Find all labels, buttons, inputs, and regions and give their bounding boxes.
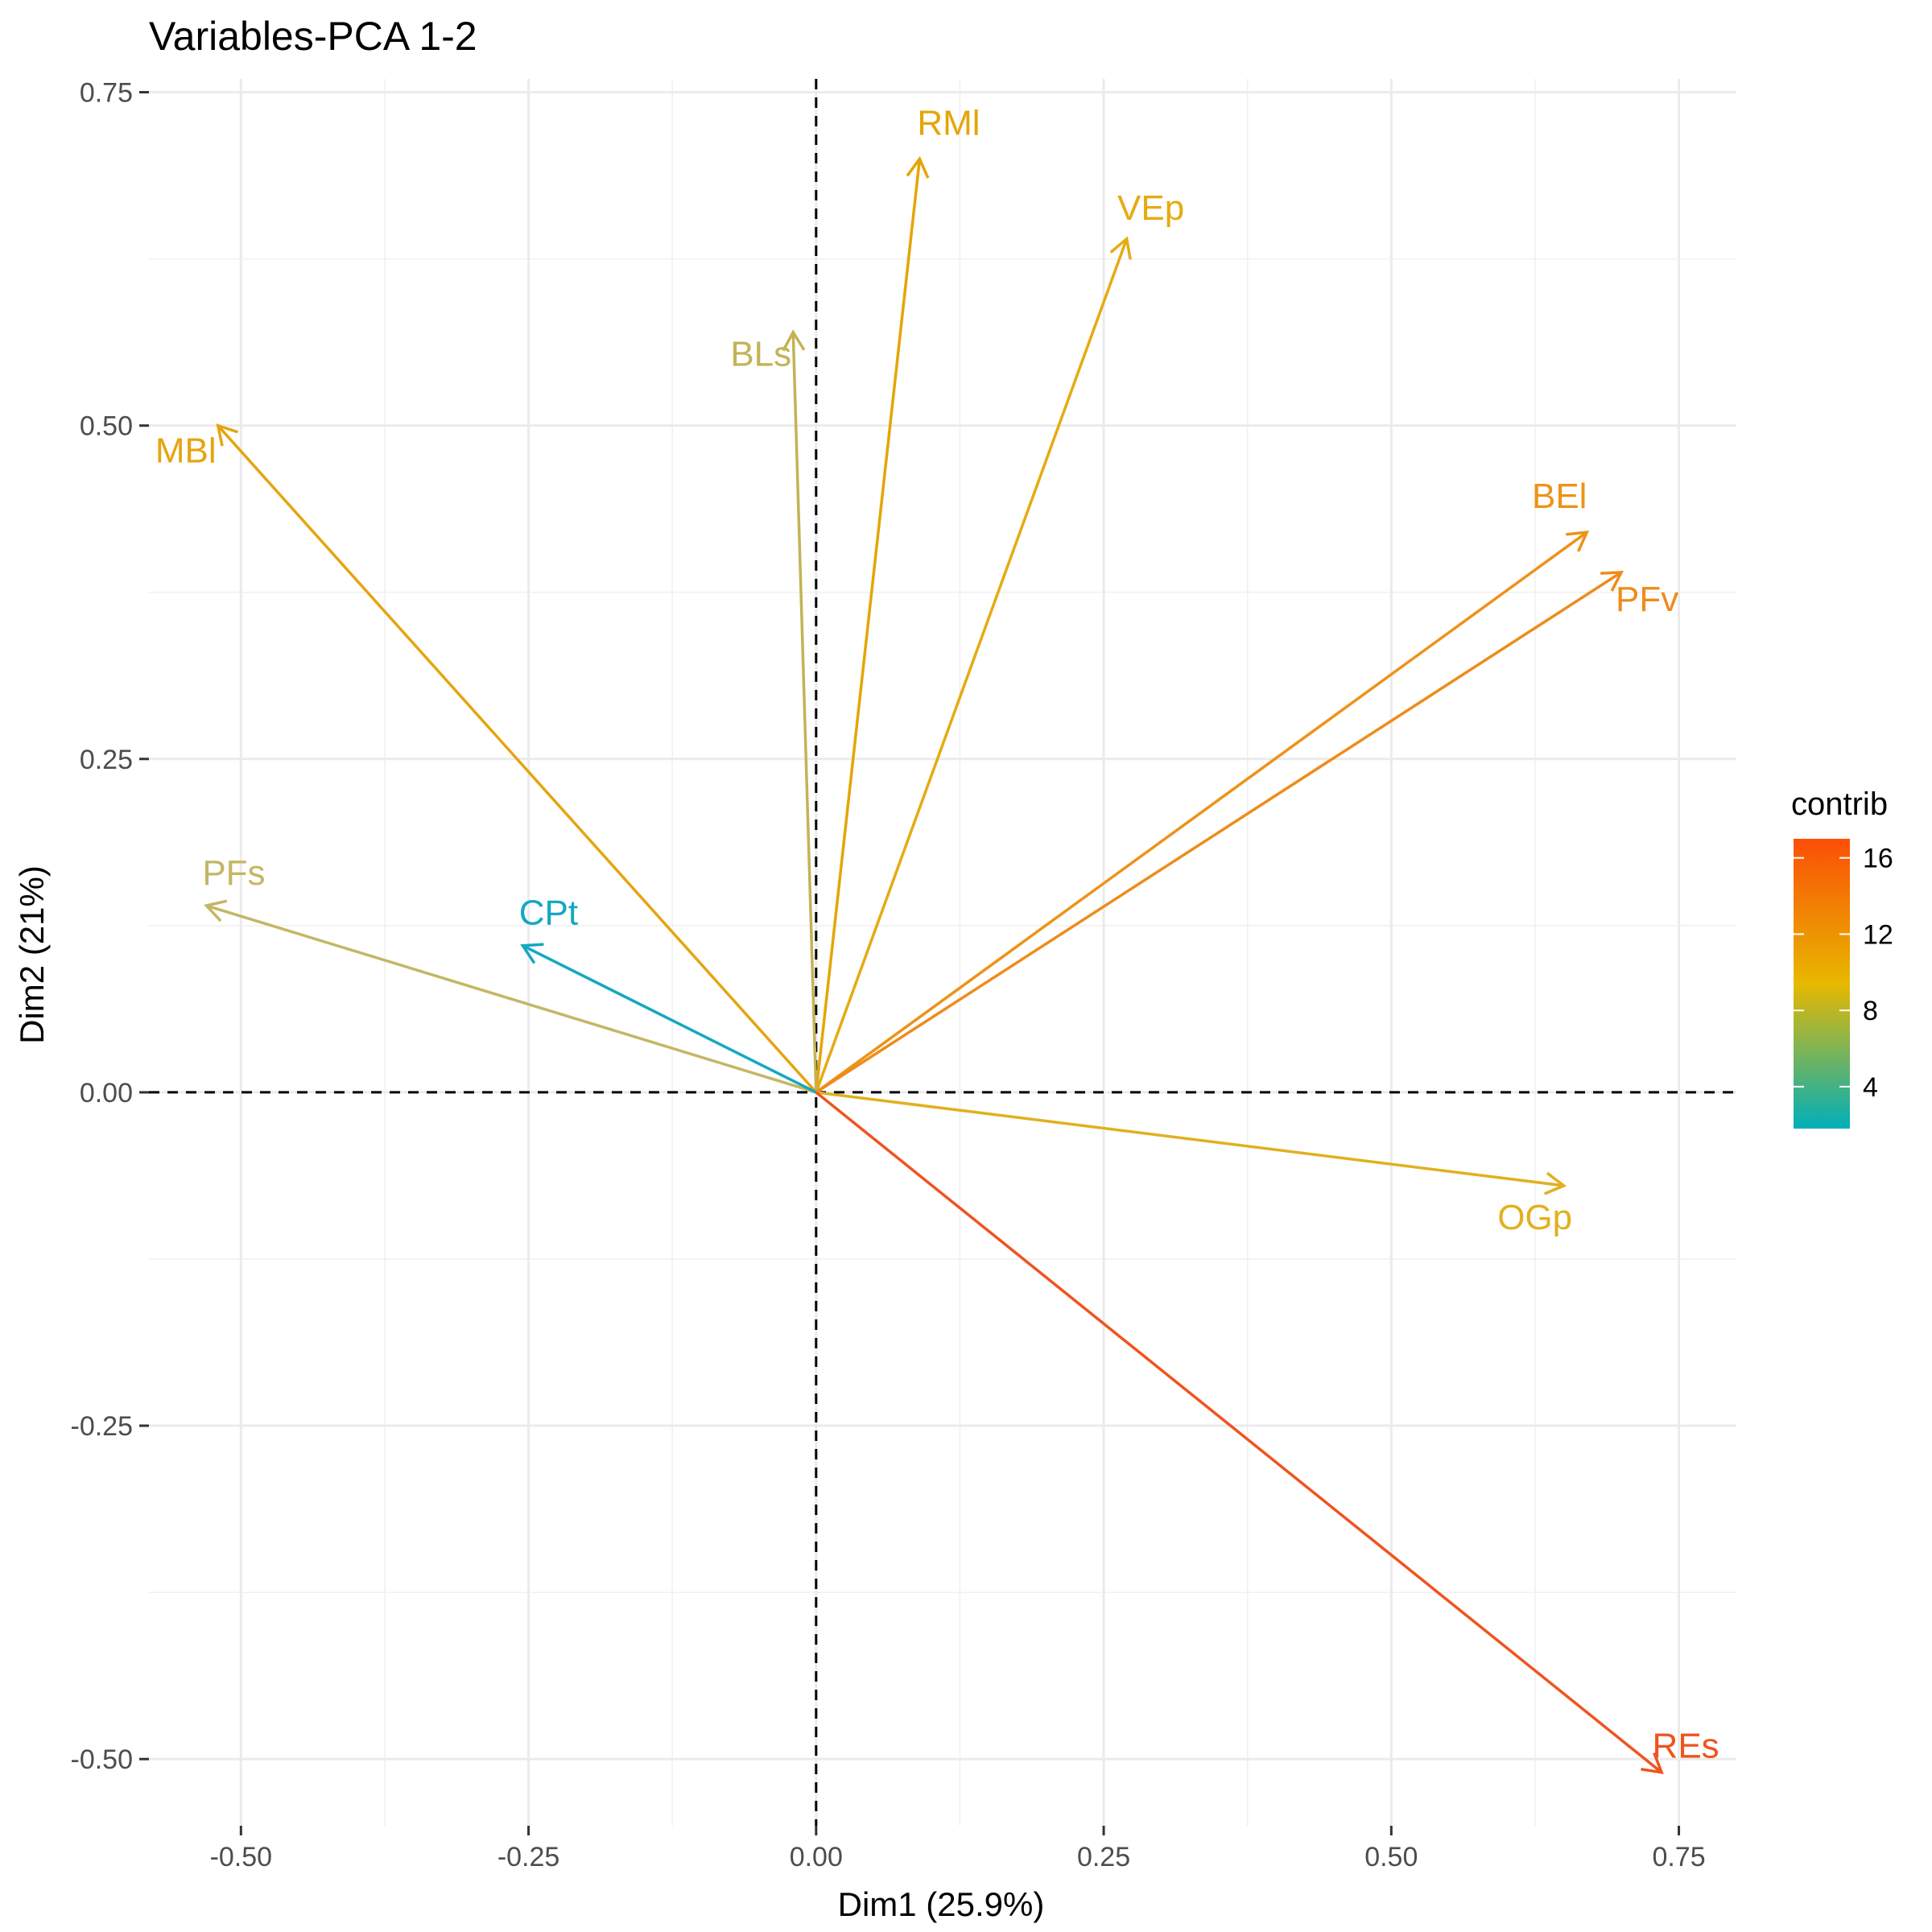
variable-label-ogp: OGp — [1497, 1198, 1572, 1237]
legend-tick-label: 4 — [1863, 1072, 1878, 1103]
arrow-head — [906, 155, 930, 179]
arrow-mbl — [216, 423, 818, 1094]
arrow-head — [204, 899, 228, 923]
arrow-head — [1544, 1171, 1567, 1195]
arrow-bel — [815, 530, 1590, 1094]
y-axis: -0.50 -0.25 0.00 0.25 0.50 0.75 — [71, 78, 149, 1775]
legend-title: contrib — [1791, 786, 1888, 822]
legend-tick-label: 16 — [1863, 844, 1893, 874]
grid-minor-lines — [149, 79, 1736, 1826]
arrow-head — [1566, 530, 1590, 552]
arrow-head — [782, 329, 806, 352]
arrow-rml — [815, 155, 930, 1093]
x-tick-label: 0.25 — [1077, 1842, 1130, 1872]
variable-label-bls: BLs — [730, 335, 791, 374]
x-tick-label: -0.25 — [497, 1842, 560, 1872]
variable-label-pfs: PFs — [202, 853, 265, 893]
arrow-shaft — [205, 904, 817, 1094]
arrow-ogp — [815, 1091, 1567, 1195]
arrow-vep — [815, 236, 1132, 1093]
legend-color-bar — [1794, 839, 1850, 1129]
arrow-head — [1109, 236, 1132, 260]
arrow-bls — [782, 329, 818, 1092]
arrow-shaft — [815, 238, 1129, 1093]
variable-label-rml: RMl — [917, 103, 980, 142]
arrow-shaft — [791, 332, 818, 1092]
arrow-head — [216, 423, 238, 447]
arrow-shaft — [815, 530, 1588, 1094]
plot-panel: RMl VEp BLs MBl BEl PFv PFs CPt OGp REs — [149, 79, 1736, 1826]
arrow-pfv — [815, 571, 1624, 1094]
x-axis-title: Dim1 (25.9%) — [838, 1885, 1045, 1923]
contrib-legend: contrib 4 8 12 16 — [1791, 786, 1893, 1129]
arrow-head — [520, 943, 544, 964]
x-axis: -0.50 -0.25 0.00 0.25 0.50 0.75 — [210, 1826, 1706, 1872]
y-tick-label: 0.75 — [80, 78, 133, 109]
arrow-shaft — [815, 571, 1623, 1094]
variable-arrows — [204, 155, 1664, 1774]
x-tick-label: 0.75 — [1652, 1842, 1705, 1872]
y-tick-label: -0.25 — [71, 1411, 134, 1442]
variable-labels: RMl VEp BLs MBl BEl PFv PFs CPt OGp REs — [155, 103, 1719, 1765]
y-tick-label: 0.50 — [80, 411, 133, 442]
arrow-shaft — [815, 159, 922, 1093]
legend-ticks: 4 8 12 16 — [1794, 844, 1893, 1103]
y-tick-label: 0.25 — [80, 745, 133, 775]
arrow-head — [1600, 571, 1624, 592]
arrow-shaft — [522, 944, 817, 1094]
legend-tick-label: 12 — [1863, 919, 1893, 950]
legend-tick-label: 8 — [1863, 996, 1878, 1026]
variable-label-res: REs — [1653, 1727, 1719, 1766]
x-tick-label: 0.00 — [790, 1842, 843, 1872]
x-tick-label: 0.50 — [1364, 1842, 1418, 1872]
variable-label-mbl: MBl — [155, 431, 217, 471]
chart-title: Variables-PCA 1-2 — [149, 14, 477, 59]
arrow-pfs — [204, 899, 817, 1094]
arrow-shaft — [815, 1091, 1564, 1187]
variable-label-pfv: PFv — [1616, 580, 1678, 619]
variable-label-cpt: CPt — [519, 894, 578, 933]
arrow-res — [815, 1091, 1664, 1774]
zero-reference-lines — [149, 79, 1736, 1826]
y-tick-label: 0.00 — [80, 1078, 133, 1108]
arrow-head — [1641, 1752, 1664, 1774]
y-tick-label: -0.50 — [71, 1744, 134, 1775]
variable-label-bel: BEl — [1532, 477, 1587, 516]
arrow-shaft — [815, 1091, 1663, 1774]
arrow-shaft — [217, 424, 818, 1094]
x-tick-label: -0.50 — [210, 1842, 273, 1872]
variable-label-vep: VEp — [1117, 188, 1184, 228]
grid-major-lines — [149, 79, 1736, 1826]
y-axis-title: Dim2 (21%) — [13, 865, 51, 1044]
arrow-cpt — [520, 943, 817, 1094]
